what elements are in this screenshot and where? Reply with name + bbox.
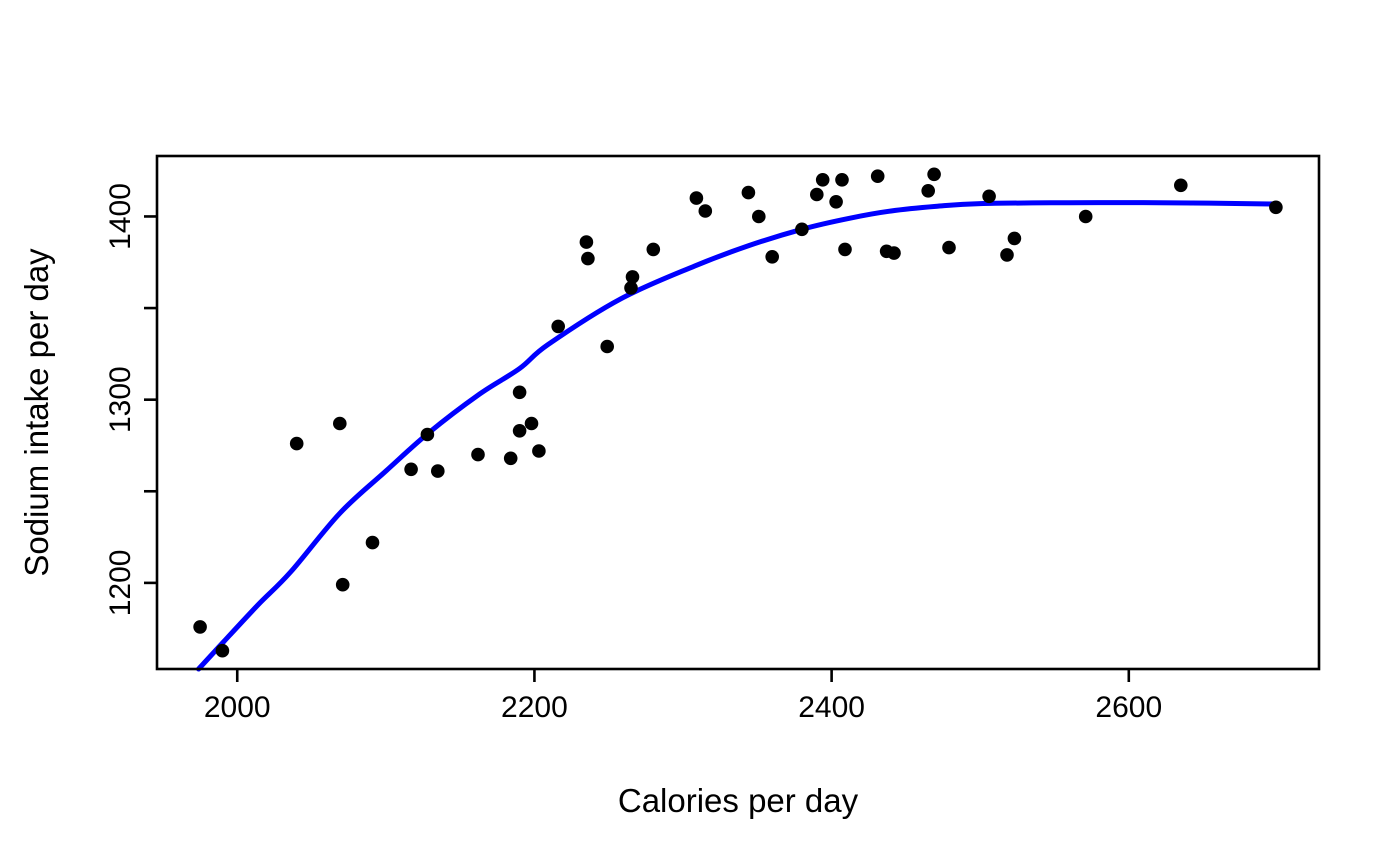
data-point (193, 620, 207, 634)
y-tick-label: 1200 (104, 550, 137, 617)
data-point (927, 167, 941, 182)
data-point (689, 191, 704, 205)
data-point (512, 385, 527, 400)
y-tick-label: 1300 (104, 366, 137, 433)
x-tick-label: 2400 (798, 691, 865, 724)
data-point (741, 185, 756, 200)
y-axis-title: Sodium intake per day (18, 248, 55, 577)
data-point (810, 187, 824, 202)
data-point (581, 251, 595, 266)
data-point (1078, 209, 1093, 224)
data-point (887, 246, 901, 260)
data-point (942, 240, 956, 255)
data-point (551, 319, 565, 334)
data-point (503, 451, 518, 466)
data-point (289, 436, 304, 451)
x-tick-label: 2000 (204, 691, 271, 724)
data-point (838, 242, 852, 257)
x-tick-label: 2200 (501, 691, 568, 724)
y-tick-label: 1400 (104, 183, 137, 250)
data-point (579, 235, 594, 249)
data-point (420, 427, 435, 442)
x-axis-title: Calories per day (618, 782, 859, 819)
data-point (1269, 200, 1283, 215)
data-point (625, 270, 640, 284)
data-point (752, 209, 766, 224)
data-point (1174, 178, 1188, 193)
data-point (624, 281, 638, 295)
data-point (815, 173, 830, 187)
data-point (600, 339, 614, 354)
data-point (335, 577, 350, 592)
x-tick-label: 2600 (1095, 691, 1162, 724)
data-point (795, 222, 809, 237)
data-point (365, 535, 380, 550)
data-point (532, 444, 546, 458)
data-point (471, 447, 485, 462)
data-point (765, 249, 779, 264)
data-point (982, 189, 996, 204)
data-point (431, 464, 445, 478)
plot-box-border (155, 154, 1321, 671)
data-point (512, 424, 527, 438)
data-point (829, 195, 843, 209)
data-point (215, 643, 230, 658)
data-point (524, 416, 539, 431)
data-point (1007, 231, 1022, 246)
data-point (333, 416, 347, 431)
data-point (870, 169, 885, 183)
data-point (835, 173, 849, 187)
data-point (646, 242, 661, 257)
data-point (698, 204, 713, 218)
data-point (1000, 248, 1014, 262)
data-point (921, 184, 935, 198)
data-point (404, 462, 418, 477)
